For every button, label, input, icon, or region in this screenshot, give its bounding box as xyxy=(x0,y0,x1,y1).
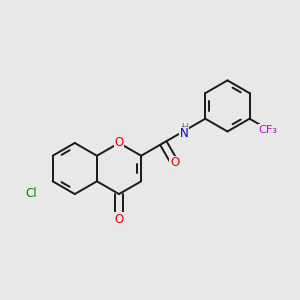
Text: CF₃: CF₃ xyxy=(259,124,278,135)
Text: O: O xyxy=(114,213,124,226)
Text: O: O xyxy=(114,136,124,149)
Text: N: N xyxy=(180,128,189,140)
Text: O: O xyxy=(170,156,179,170)
Text: H: H xyxy=(181,126,188,136)
Text: H: H xyxy=(181,123,188,132)
Text: Cl: Cl xyxy=(26,187,38,200)
